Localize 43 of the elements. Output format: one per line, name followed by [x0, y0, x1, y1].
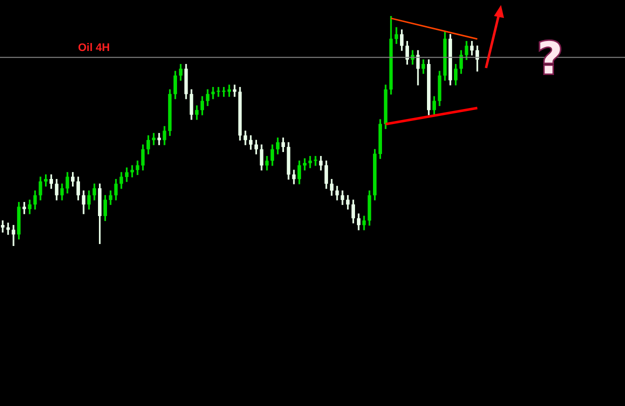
- candlestick: [319, 156, 323, 170]
- candlestick: [66, 172, 70, 194]
- candlestick: [98, 184, 102, 244]
- candlestick: [33, 190, 37, 210]
- candlestick: [103, 195, 107, 222]
- candlestick: [368, 190, 372, 226]
- candlestick: [362, 216, 366, 230]
- candlestick: [426, 59, 431, 116]
- candlestick: [281, 138, 285, 152]
- candlestick: [238, 86, 242, 141]
- candlestick: [184, 64, 188, 100]
- candlestick: [297, 160, 302, 184]
- candlestick: [292, 170, 296, 184]
- candlestick: [260, 144, 264, 170]
- candlestick: [378, 119, 382, 159]
- candlestick: [340, 190, 344, 205]
- candlestick: [443, 32, 447, 81]
- candlestick: [335, 186, 339, 200]
- candlestick: [12, 224, 16, 246]
- candlestick: [265, 156, 269, 170]
- candlestick: [168, 89, 172, 136]
- candlestick: [108, 190, 112, 205]
- candlestick: [438, 70, 442, 106]
- candlestick: [124, 167, 129, 182]
- candlestick: [141, 144, 145, 170]
- candlestick: [136, 160, 140, 176]
- candlestick: [373, 149, 377, 200]
- ref-line-label: Oil 4H: [78, 42, 110, 54]
- candlestick: [162, 126, 166, 146]
- candlestick: [211, 86, 215, 100]
- candlestick: [114, 178, 118, 200]
- candlestick: [389, 16, 393, 95]
- text: ?: [537, 33, 563, 84]
- candlestick: [70, 172, 75, 187]
- candlestick: [346, 195, 350, 210]
- candlestick: [464, 40, 468, 60]
- candlestick: [17, 202, 21, 240]
- candlestick: [38, 176, 42, 200]
- candlestick: [190, 89, 194, 120]
- candlestick: [470, 40, 474, 56]
- candlestick: [286, 142, 290, 180]
- candlestick: [394, 27, 398, 44]
- candlestick: [87, 190, 91, 210]
